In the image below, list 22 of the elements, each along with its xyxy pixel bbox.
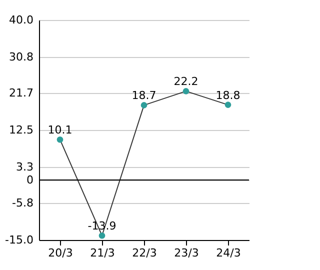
y-tick-label: 0 (26, 174, 34, 186)
point (140, 102, 148, 108)
x-tick-label: 21/3 (90, 246, 115, 260)
y-tick-label: 12.5 (9, 124, 34, 136)
x-tick-label: 20/3 (48, 246, 73, 260)
x-tick-label: 23/3 (174, 246, 199, 260)
x-tick-label: 22/3 (132, 246, 157, 260)
point (98, 232, 106, 239)
point (56, 136, 64, 143)
y-tick-label: -15.0 (5, 234, 34, 246)
point (224, 102, 232, 108)
y-tick-label: 21.7 (9, 86, 34, 100)
y-tick-label: 3.3 (16, 160, 34, 174)
y-tick-label: 40.0 (9, 14, 34, 26)
y-tick-label: 30.8 (9, 50, 34, 64)
data-label: 18.7 (132, 89, 156, 102)
point (182, 88, 190, 94)
y-tick-label: -5.8 (12, 196, 34, 210)
data-label: 10.1 (48, 124, 72, 137)
x-tick-label: 24/3 (216, 246, 241, 260)
data-label: 22.2 (174, 75, 198, 88)
data-label: 18.8 (216, 88, 240, 102)
